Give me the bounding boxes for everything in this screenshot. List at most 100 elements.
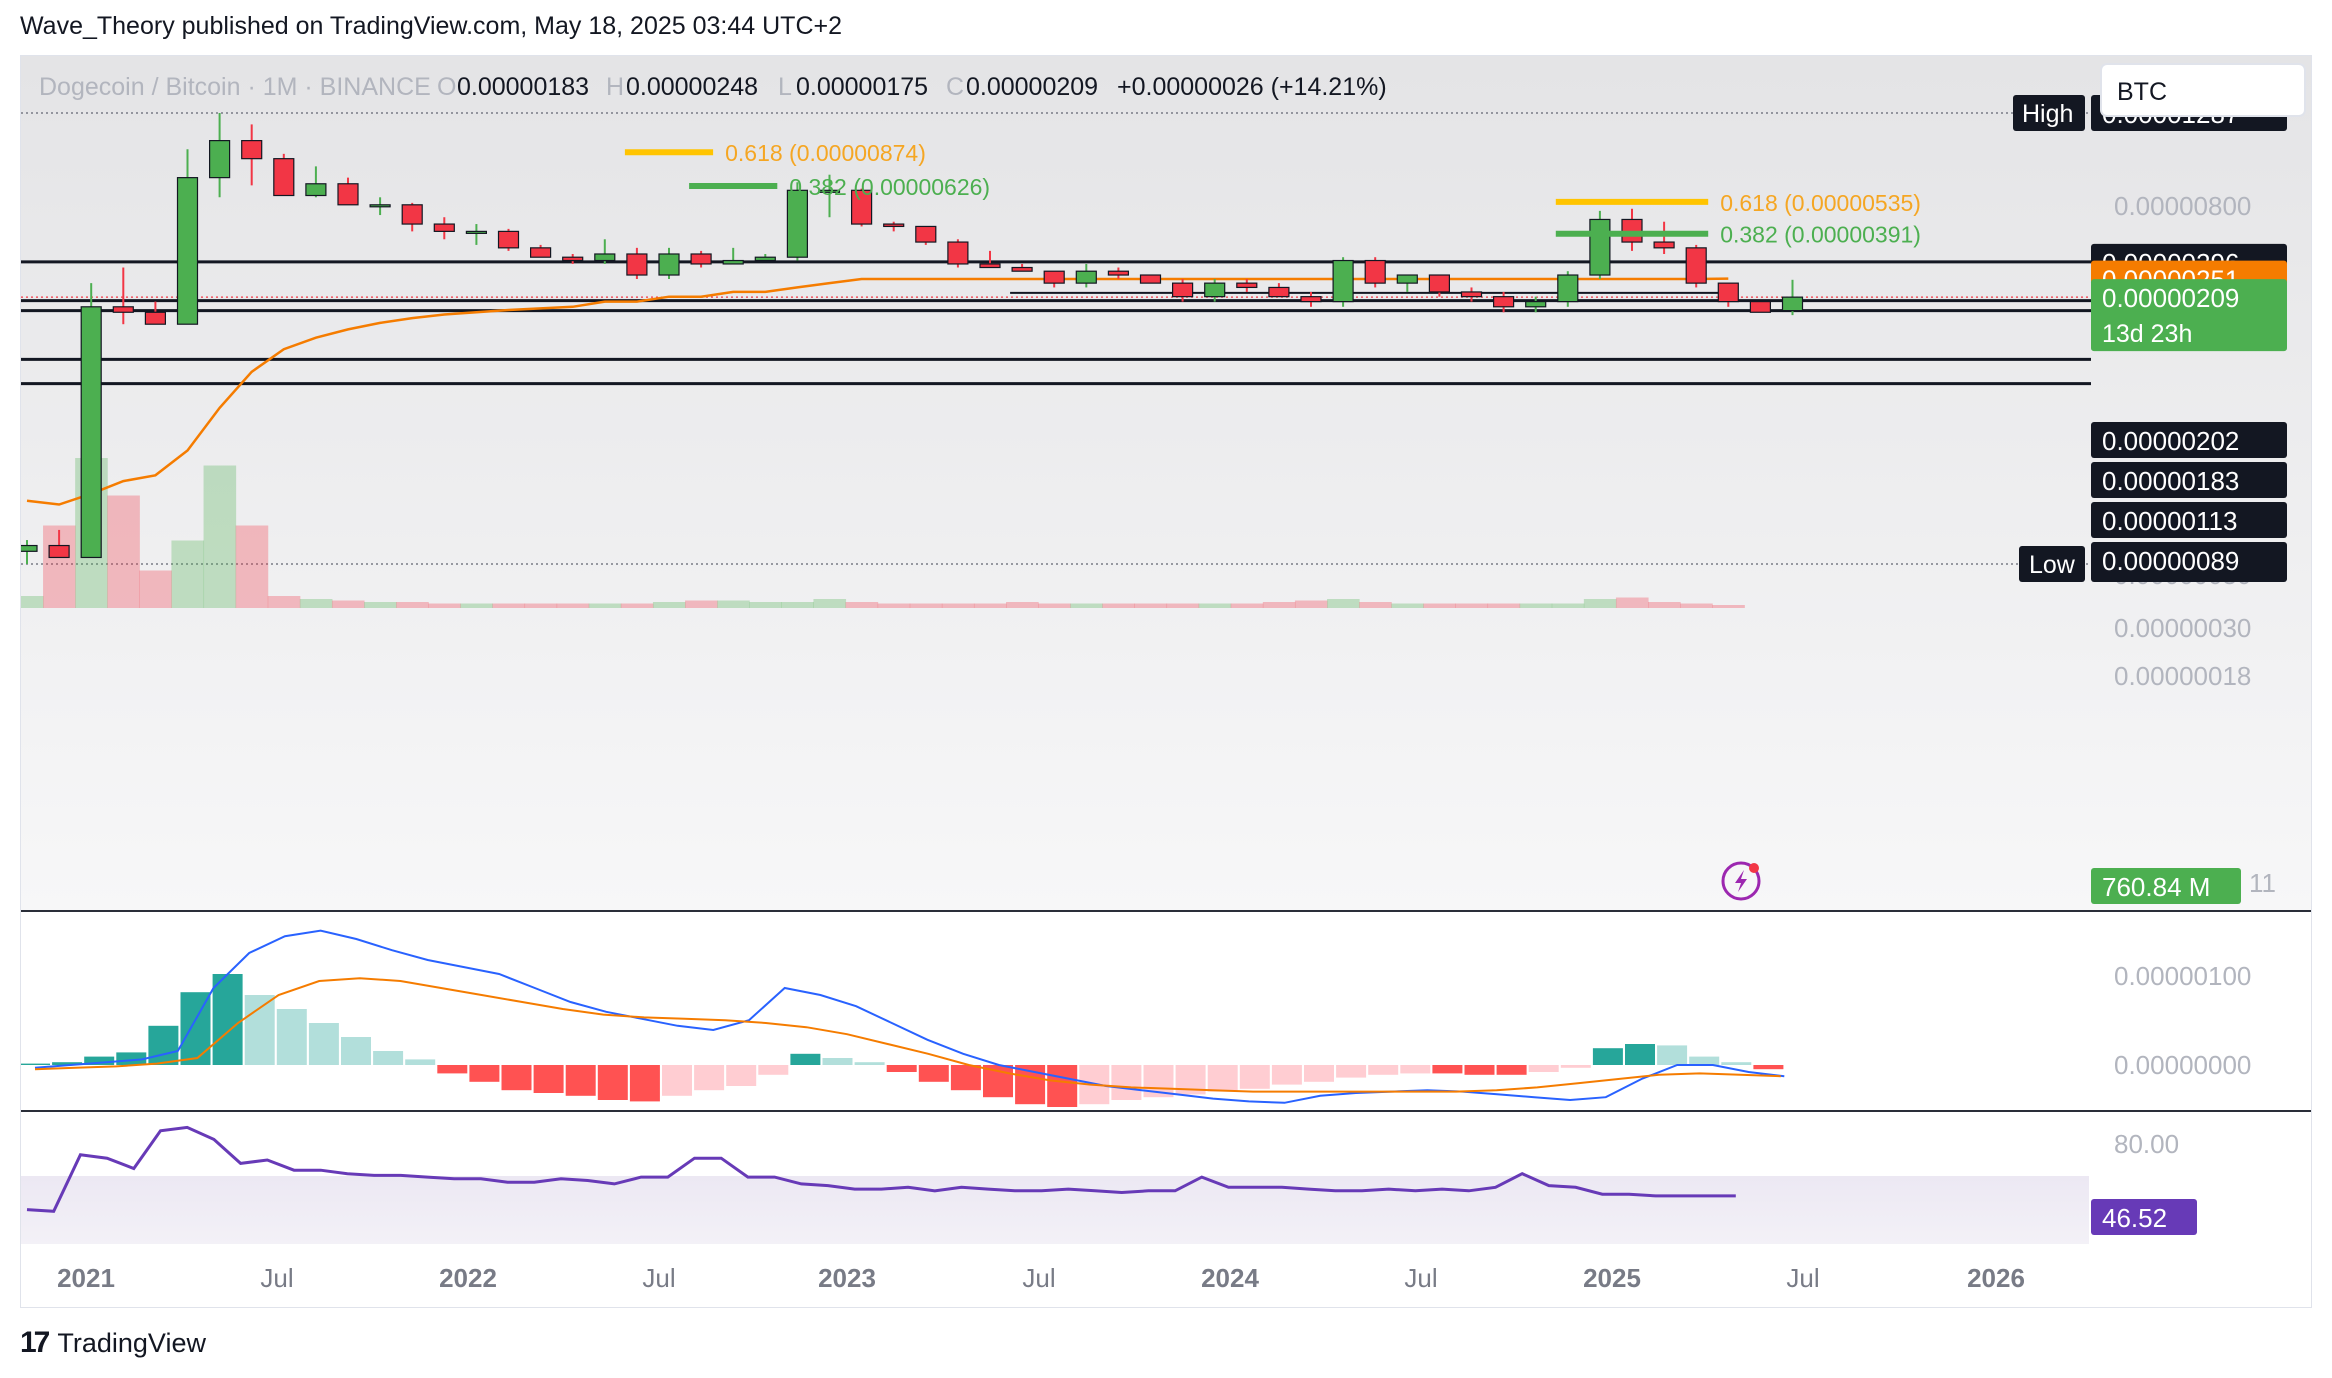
level-tag-1: 0.00000202: [2102, 426, 2239, 456]
legend-low: 0.00000175: [796, 73, 928, 101]
lightning-icon[interactable]: [1721, 861, 1761, 901]
candle-body: [1749, 300, 1772, 313]
volume-bar: [1038, 603, 1071, 608]
legend-open-label: O: [437, 73, 456, 101]
volume-bar: [909, 603, 943, 608]
macd-pane[interactable]: 0.00000100 0.00000000: [21, 929, 2251, 1107]
macd-histogram-bar: [565, 1065, 596, 1096]
volume-bar: [1455, 603, 1489, 608]
main-pane-background: [21, 56, 2311, 911]
rsi-pane[interactable]: 80.00 46.52: [26, 1125, 2197, 1235]
symbol-legend[interactable]: Dogecoin / Bitcoin · 1M · BINANCE O 0.00…: [39, 73, 1387, 101]
macd-histogram-bar: [1400, 1065, 1431, 1074]
macd-histogram-bar: [308, 1023, 339, 1065]
candle-body: [48, 544, 70, 559]
volume-bar: [331, 600, 365, 608]
currency-button-label[interactable]: BTC: [2117, 78, 2167, 106]
volume-bar: [139, 570, 172, 608]
volume-bar: [1680, 603, 1713, 608]
currency-button[interactable]: BTC: [2100, 63, 2306, 117]
macd-histogram-bar: [1625, 1044, 1655, 1065]
volume-bar: [1583, 599, 1617, 608]
tradingview-logo-icon[interactable]: 17: [20, 1326, 50, 1359]
candle-body: [1589, 218, 1611, 276]
volume-bar: [1615, 597, 1649, 608]
candle-body: [21, 544, 38, 552]
rsi-line: [26, 1125, 1736, 1213]
volume-bar: [620, 603, 654, 608]
macd-histogram-bar: [180, 992, 211, 1065]
macd-histogram-bar: [405, 1059, 436, 1065]
macd-histogram-bar: [886, 1065, 917, 1072]
volume-bar: [1102, 603, 1135, 608]
rsi-tag-bg: [2091, 1199, 2197, 1235]
legend-close: 0.00000209: [966, 73, 1098, 101]
candle-body: [1717, 282, 1739, 303]
candle-body: [850, 189, 873, 225]
volume-bar: [1712, 605, 1745, 608]
volume-bar: [1198, 603, 1232, 608]
price-scale[interactable]: 0.000008000.000005000.000000500.00000030…: [2013, 95, 2287, 904]
last-price-bg: [2091, 279, 2287, 352]
candle-body: [1139, 274, 1162, 284]
macd-histogram-bar: [373, 1051, 404, 1065]
volume-bar: [1391, 603, 1424, 608]
time-label-7: Jul: [1404, 1263, 1437, 1293]
time-label-2: 2022: [439, 1263, 497, 1293]
macd-histogram-bar: [1336, 1065, 1367, 1078]
candle-body: [1428, 274, 1451, 293]
main-pane[interactable]: 0.618 (0.00000874) 0.382 (0.00000626) 0.61…: [21, 112, 2091, 608]
macd-histogram-bar: [1304, 1065, 1334, 1082]
candle-body: [369, 204, 391, 208]
volume-bar: [1134, 603, 1168, 608]
candle-body: [1268, 286, 1290, 298]
candle-body: [273, 158, 295, 197]
legend-symbol[interactable]: Dogecoin / Bitcoin · 1M · BINANCE: [39, 73, 431, 101]
macd-histogram-bar: [1689, 1056, 1720, 1065]
volume-bar: [235, 525, 269, 608]
macd-histogram-bar: [1271, 1065, 1302, 1085]
candle-body: [1075, 270, 1097, 284]
candle-body: [915, 225, 937, 243]
macd-histogram-bar: [116, 1052, 147, 1065]
volume-bar: [781, 602, 814, 608]
candle-body: [144, 311, 167, 325]
fib-label-0: 0.618 (0.00000874): [725, 140, 926, 166]
candle-body: [497, 230, 520, 249]
volume-bar: [973, 603, 1007, 608]
macd-signal-line: [34, 977, 1781, 1093]
chart-canvas[interactable]: 0.618 (0.00000874) 0.382 (0.00000626) 0.61…: [21, 56, 2312, 1308]
candle-body: [305, 183, 327, 197]
macd-histogram-bar: [1528, 1065, 1559, 1072]
level-tag-4: 0.00000089: [2102, 546, 2239, 576]
last-price: 0.00000209: [2102, 283, 2239, 313]
level-tag-1-bg: [2091, 422, 2287, 458]
macd-histogram-bar: [1496, 1065, 1527, 1075]
volume-bar: [717, 600, 750, 608]
fib-label-3: 0.382 (0.00000391): [1720, 222, 1921, 248]
candle-body: [947, 241, 969, 265]
macd-tick-0: 0.00000100: [2114, 961, 2251, 991]
macd-histogram-bar: [1432, 1065, 1463, 1074]
volume-bar: [428, 603, 461, 608]
macd-histogram-bar: [1592, 1048, 1623, 1065]
macd-histogram-bar: [1111, 1065, 1142, 1100]
legend-open: 0.00000183: [457, 73, 589, 101]
candle-body: [209, 140, 231, 179]
candle-body: [818, 189, 841, 193]
volume-bar: [1487, 603, 1521, 608]
rsi-tag: 46.52: [2102, 1203, 2167, 1233]
candle-body: [883, 223, 905, 228]
chart-frame[interactable]: 0.618 (0.00000874) 0.382 (0.00000626) 0.61…: [20, 55, 2312, 1308]
macd-histogram-bar: [726, 1065, 757, 1086]
volume-bar: [1294, 600, 1328, 608]
macd-histogram-bar: [1753, 1065, 1784, 1070]
time-axis[interactable]: 2021 Jul 2022 Jul 2023 Jul 2024 Jul 2025 Jul 2026: [57, 1263, 2025, 1293]
candle-body: [626, 253, 648, 276]
footer[interactable]: 17 TradingView: [20, 1326, 206, 1360]
footer-brand[interactable]: TradingView: [57, 1327, 206, 1358]
volume-bar: [1166, 603, 1200, 608]
time-label-10: 2026: [1967, 1263, 2025, 1293]
candle-body: [1396, 274, 1418, 284]
macd-histogram-bar: [694, 1065, 725, 1091]
